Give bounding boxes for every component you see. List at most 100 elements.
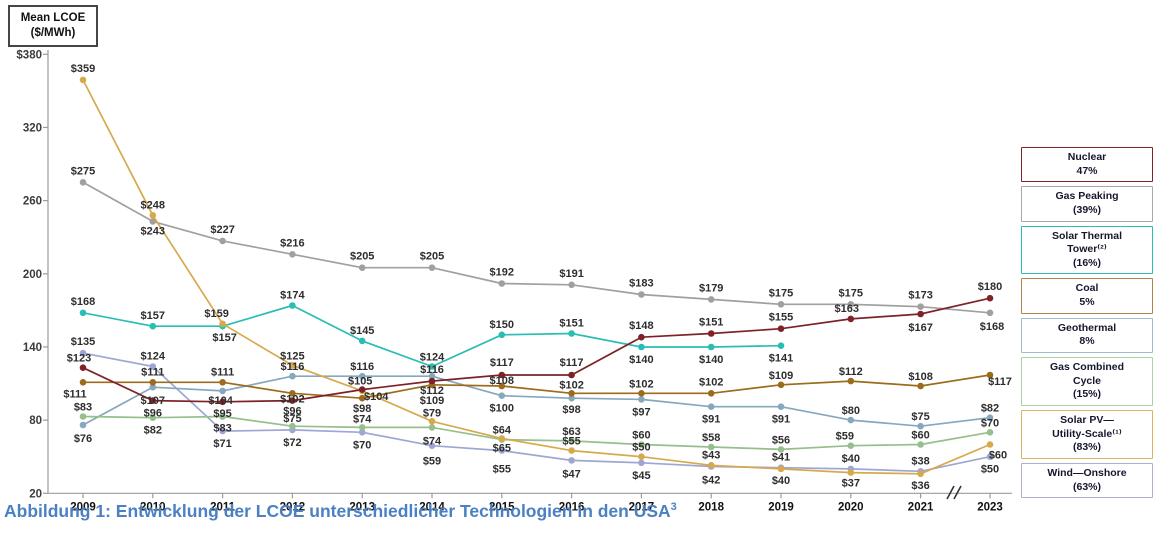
data-label-nuclear-2020: $163 (835, 303, 859, 315)
data-label-geothermal-2009: $76 (74, 433, 92, 445)
legend-item-solar_pv-line: Utility-Scale⁽¹⁾ (1052, 427, 1122, 440)
data-point-nuclear-2014 (428, 377, 436, 385)
x-axis-year-label: 2017 (629, 501, 655, 513)
data-label-wind-2014: $59 (423, 456, 441, 468)
series-gas_peaking (79, 179, 994, 317)
data-point-nuclear-2020 (847, 315, 855, 323)
y-axis-labels: $380 320 260 200 140 80 20 (16, 49, 42, 500)
data-point-solar_thermal-2014 (428, 363, 436, 370)
data-label-nuclear-2014: $112 (420, 385, 444, 397)
data-point-gas_cc-2016 (568, 437, 575, 445)
data-label-coal-2019: $109 (769, 370, 793, 382)
legend-item-gas_peaking: Gas Peaking (39%) (1021, 186, 1153, 222)
series-labels-gas_peaking: $275 $243 $227 $216 $205 $205 $192 $191 $183 $179… (71, 165, 1004, 332)
x-axis-year-label: 2021 (908, 501, 934, 513)
data-label-nuclear-2019: $155 (769, 312, 793, 324)
data-label-coal-2023: $117 (988, 376, 1012, 388)
data-label-coal-2010: $111 (141, 366, 164, 378)
data-point-gas_cc-2023 (986, 429, 994, 436)
data-label-gas_cc-2023: $70 (981, 417, 999, 429)
data-point-nuclear-2009 (79, 364, 87, 372)
data-label-gas_peaking-2010: $243 (141, 225, 165, 237)
data-label-geothermal-2016: $98 (562, 404, 580, 416)
y-axis-tick-label: 200 (23, 269, 42, 281)
data-point-coal-2023 (986, 371, 994, 379)
data-label-nuclear-2018: $151 (699, 317, 723, 329)
data-point-nuclear-2018 (707, 330, 715, 337)
data-point-solar_thermal-2018 (707, 343, 715, 351)
data-label-solar_pv-2009: $359 (71, 63, 95, 75)
data-label-geothermal-2011: $104 (208, 395, 233, 407)
data-point-solar_thermal-2015 (498, 331, 506, 339)
data-point-gas_cc-2021 (917, 441, 924, 448)
data-label-wind-2013: $70 (353, 439, 371, 451)
series-labels-nuclear: $123 $96 $95 $96 $105 $112 $117 $117 $148 $151 $15… (67, 281, 1002, 420)
data-label-solar_thermal-2019: $141 (769, 353, 793, 365)
data-point-gas_cc-2011 (219, 413, 226, 420)
data-label-solar_thermal-2014: $124 (420, 352, 445, 364)
legend-item-geothermal-line: 8% (1079, 335, 1095, 348)
data-label-coal-2017: $102 (629, 378, 653, 390)
data-point-gas_peaking-2018 (707, 296, 715, 303)
data-label-solar_pv-2010: $248 (141, 199, 165, 211)
data-label-geothermal-2019: $91 (772, 414, 790, 426)
data-label-nuclear-2009: $123 (67, 353, 91, 365)
data-label-solar_pv-2013: $104 (364, 391, 389, 403)
series-labels-wind: $135 $124 $71 $72 $70 $59 $55 $47 $45 $42 $41 $40 $3… (71, 336, 999, 486)
data-label-geothermal-2013: $116 (350, 361, 374, 373)
break-slash (946, 485, 955, 500)
data-label-gas_peaking-2012: $216 (280, 237, 304, 249)
data-point-geothermal-2013 (358, 372, 366, 380)
data-point-wind-2015 (498, 447, 506, 454)
data-point-gas_peaking-2011 (219, 237, 226, 245)
legend-item-coal-line: Coal (1075, 282, 1099, 295)
data-label-gas_cc-2015: $64 (493, 425, 512, 437)
data-point-wind-2009 (79, 349, 87, 357)
series-nuclear (79, 294, 994, 406)
series-labels-solar_pv: $359 $248 $159 $125 $104 $79 $65 $55 $50 $43 $40 $3… (71, 63, 1007, 492)
data-point-geothermal-2023 (986, 414, 994, 422)
data-label-nuclear-2021: $167 (908, 322, 932, 334)
data-point-solar_pv-2018 (707, 462, 715, 469)
series-line-solar_pv (82, 79, 991, 475)
data-point-solar_pv-2011 (219, 320, 226, 328)
data-label-nuclear-2017: $148 (629, 320, 653, 332)
legend-item-geothermal: Geothermal 8% (1021, 317, 1153, 354)
x-axis-break-marks (946, 485, 962, 500)
data-point-solar_pv-2016 (568, 447, 575, 454)
series-line-coal (83, 374, 991, 400)
data-point-nuclear-2015 (498, 371, 506, 379)
x-axis-year-label: 2018 (698, 501, 724, 513)
y-axis-tick-label: 320 (23, 122, 42, 134)
data-point-coal-2009 (79, 379, 87, 386)
axes (43, 50, 1012, 499)
data-label-geothermal-2017: $97 (632, 406, 650, 418)
data-label-geothermal-2018: $91 (702, 414, 720, 426)
legend-item-coal: Coal 5% (1021, 278, 1153, 314)
data-label-wind-2020: $40 (842, 453, 860, 465)
series-solar_pv (79, 76, 994, 478)
data-label-coal-2014: $109 (420, 395, 444, 407)
series-line-gas_peaking (82, 181, 991, 314)
data-label-nuclear-2016: $117 (560, 357, 584, 369)
data-point-solar_pv-2019 (777, 465, 785, 473)
data-label-solar_thermal-2012: $174 (280, 290, 305, 302)
data-label-gas_cc-2021: $60 (911, 430, 929, 442)
data-label-gas_peaking-2019: $175 (769, 287, 793, 299)
data-label-nuclear-2012: $96 (283, 406, 301, 418)
x-axis-year-label: 2011 (210, 501, 236, 513)
data-point-nuclear-2013 (358, 386, 366, 393)
data-label-solar_pv-2017: $50 (632, 442, 650, 454)
data-label-coal-2018: $102 (699, 376, 723, 388)
data-label-gas_cc-2012: $75 (283, 413, 301, 425)
series-labels-coal: $111$111 $111$102$98$109$108 $102 $102 $102$… (63, 366, 1012, 415)
data-point-gas_cc-2017 (638, 441, 645, 448)
legend-item-nuclear-line: 47% (1076, 164, 1098, 177)
data-point-geothermal-2011 (219, 387, 226, 395)
data-point-geothermal-2015 (498, 392, 506, 400)
data-point-coal-2012 (289, 390, 296, 397)
data-point-gas_peaking-2021 (917, 303, 924, 311)
data-label-solar_thermal-2013: $145 (350, 325, 374, 337)
data-point-gas_peaking-2014 (428, 264, 436, 272)
